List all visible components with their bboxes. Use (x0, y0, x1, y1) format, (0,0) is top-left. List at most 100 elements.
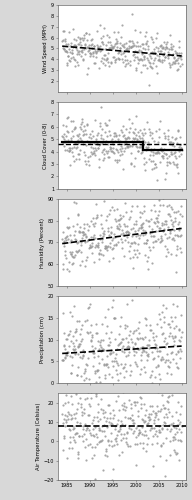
Point (159, 237, 162, 245)
Point (81, 118, 84, 126)
Point (76, 248, 79, 256)
Point (107, 370, 110, 378)
Point (110, 59, 113, 67)
Point (168, 59, 171, 67)
Point (144, 227, 147, 235)
Point (105, 330, 108, 338)
Point (110, 224, 113, 232)
Point (145, 348, 148, 356)
Point (156, 69, 159, 77)
Point (99, 132, 102, 140)
Point (73, 251, 76, 259)
Point (166, 369, 169, 377)
Point (177, 420, 180, 428)
Point (72, 422, 75, 430)
Point (163, 176, 166, 184)
Point (74, 327, 77, 335)
Point (109, 58, 112, 66)
Point (69, 54, 72, 62)
Point (95, 366, 98, 374)
Point (176, 169, 180, 177)
Point (153, 54, 156, 62)
Point (68, 144, 71, 152)
Point (118, 151, 121, 159)
Point (137, 329, 141, 337)
Point (70, 127, 73, 135)
Point (148, 410, 151, 418)
Point (174, 134, 177, 142)
Point (101, 436, 104, 444)
Point (145, 158, 148, 166)
Point (163, 418, 166, 426)
Point (85, 130, 88, 138)
Point (149, 206, 152, 214)
Point (92, 220, 95, 228)
Point (152, 136, 156, 144)
Point (75, 239, 78, 247)
Point (137, 234, 140, 241)
Point (153, 160, 156, 168)
Point (125, 322, 128, 330)
Point (116, 156, 119, 164)
Point (166, 158, 169, 166)
Point (96, 213, 99, 221)
Point (93, 144, 96, 152)
Point (142, 218, 145, 226)
Point (145, 142, 148, 150)
Point (87, 46, 90, 54)
Point (107, 224, 110, 232)
Point (69, 134, 72, 142)
Point (132, 51, 135, 59)
Point (75, 390, 78, 398)
Point (86, 410, 89, 418)
Point (174, 49, 177, 57)
Point (128, 213, 132, 221)
Point (122, 122, 125, 130)
Point (81, 231, 84, 239)
Point (97, 256, 100, 264)
Point (93, 444, 96, 452)
Point (142, 40, 145, 48)
Point (156, 402, 159, 410)
Point (129, 57, 132, 65)
Point (97, 424, 100, 432)
Point (116, 346, 119, 354)
Point (177, 218, 180, 226)
Point (134, 134, 137, 142)
Point (144, 320, 147, 328)
Point (153, 218, 156, 226)
Point (93, 222, 96, 230)
Point (133, 129, 136, 137)
Point (81, 432, 84, 440)
Point (157, 426, 160, 434)
Point (67, 214, 70, 222)
Point (93, 234, 96, 242)
Point (89, 152, 92, 160)
Point (115, 358, 118, 366)
Point (66, 40, 69, 48)
Point (167, 138, 170, 145)
Point (175, 242, 179, 250)
Point (137, 56, 140, 64)
Point (161, 194, 165, 202)
Point (73, 350, 76, 358)
Point (71, 49, 74, 57)
Point (161, 43, 164, 51)
Point (103, 450, 106, 458)
Point (121, 344, 124, 352)
Point (118, 156, 121, 164)
Point (176, 436, 179, 444)
Point (141, 226, 144, 234)
Point (92, 353, 95, 361)
Point (138, 28, 142, 36)
Point (115, 36, 118, 44)
Point (163, 342, 166, 350)
Point (157, 138, 160, 146)
Point (72, 339, 75, 347)
Point (169, 63, 172, 71)
Point (90, 148, 93, 156)
Point (173, 422, 176, 430)
Point (86, 36, 89, 44)
Point (155, 227, 158, 235)
Point (156, 48, 160, 56)
